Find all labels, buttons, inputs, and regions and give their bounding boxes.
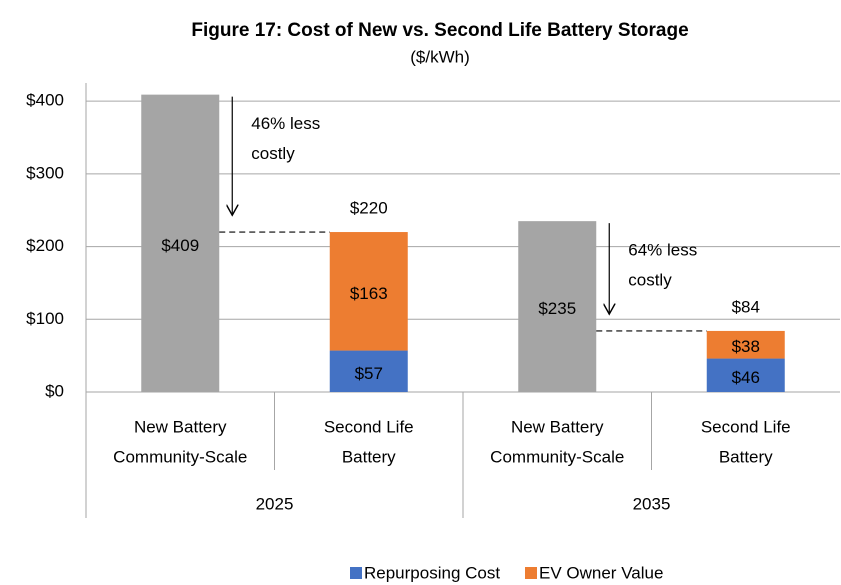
group-label: 2025	[256, 494, 294, 513]
chart-subtitle: ($/kWh)	[410, 47, 470, 66]
group-label: 2035	[633, 494, 671, 513]
annotation-text: costly	[628, 271, 672, 290]
value-label: $235	[538, 299, 576, 318]
y-tick-label: $400	[26, 91, 64, 110]
bar-segment	[141, 94, 220, 393]
annotation-text: 64% less	[628, 241, 697, 260]
bar-segment	[329, 350, 408, 392]
bar-segment	[706, 330, 785, 359]
value-label: $409	[161, 236, 199, 255]
x-tick-label: New Battery	[511, 417, 604, 436]
y-tick-label: $100	[26, 309, 64, 328]
bar-segment	[329, 232, 408, 351]
y-tick-label: $200	[26, 236, 64, 255]
value-label: $38	[732, 337, 760, 356]
annotation-text: 46% less	[251, 114, 320, 133]
chart-title: Figure 17: Cost of New vs. Second Life B…	[191, 20, 688, 41]
annotation-text: costly	[251, 144, 295, 163]
total-label: $220	[350, 199, 388, 218]
legend-label: EV Owner Value	[539, 563, 663, 582]
value-label: $46	[732, 368, 760, 387]
x-tick-label: New Battery	[134, 417, 227, 436]
x-tick-label: Community-Scale	[113, 447, 247, 466]
value-label: $163	[350, 284, 388, 303]
y-tick-label: $300	[26, 163, 64, 182]
value-label: $57	[355, 364, 383, 383]
x-tick-label: Second Life	[701, 417, 791, 436]
y-tick-label: $0	[45, 381, 64, 400]
x-tick-label: Second Life	[324, 417, 414, 436]
bar-segment	[518, 221, 597, 392]
bar-segment	[706, 358, 785, 392]
x-tick-label: Battery	[719, 447, 773, 466]
legend-swatch	[525, 567, 537, 579]
legend-swatch	[350, 567, 362, 579]
total-label: $84	[732, 297, 760, 316]
x-tick-label: Community-Scale	[490, 447, 624, 466]
legend-label: Repurposing Cost	[364, 563, 500, 582]
x-tick-label: Battery	[342, 447, 396, 466]
